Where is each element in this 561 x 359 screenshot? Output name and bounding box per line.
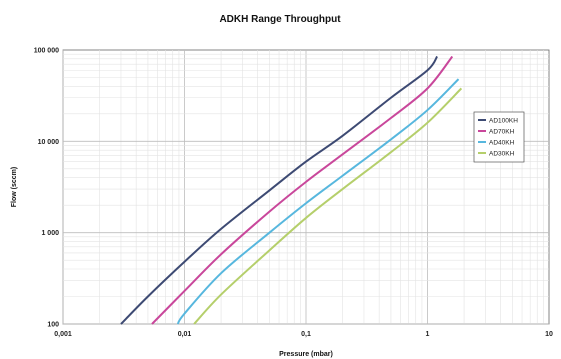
y-axis-label: Flow (sccm) [11,167,18,207]
x-tick-labels: 0,001 0,01 0,1 1 10 [54,331,553,338]
series-line-ad70kh [151,55,454,325]
legend-label: AD30KH [489,150,515,157]
legend: AD100KH AD70KH AD40KH AD30KH [473,111,525,163]
chart-title: ADKH Range Throughput [219,14,341,25]
y-tick-label: 100 [47,322,59,329]
y-tick-label: 100 000 [34,48,59,55]
legend-label: AD70KH [489,128,515,135]
y-tick-labels: 100 1 000 10 000 100 000 [34,48,59,329]
y-tick-label: 10 000 [38,139,60,146]
series-lines [120,55,463,325]
x-tick-label: 0,1 [301,331,311,338]
x-tick-label: 1 [426,331,430,338]
legend-label: AD40KH [489,139,515,146]
x-axis-label: Pressure (mbar) [279,351,333,358]
series-line-ad100kh [120,55,438,325]
x-tick-label: 0,01 [178,331,192,338]
x-tick-label: 10 [545,331,553,338]
y-tick-label: 1 000 [41,230,59,237]
x-tick-label: 0,001 [54,331,72,338]
series-line-ad40kh [176,78,460,325]
series-line-ad30kh [193,87,463,325]
legend-label: AD100KH [489,117,518,124]
